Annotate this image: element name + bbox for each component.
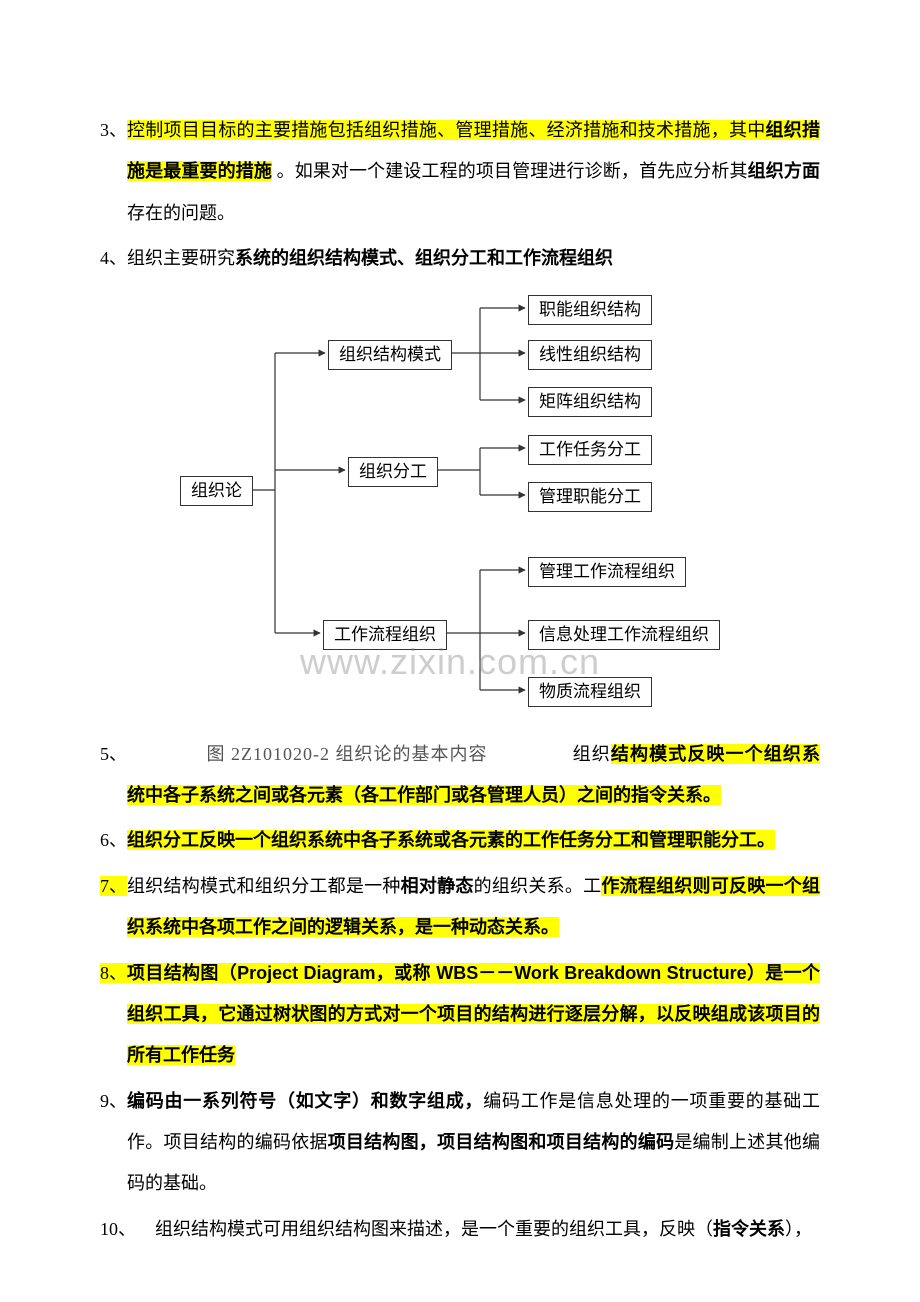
item-body: 组织结构模式可用组织结构图来描述，是一个重要的组织工具，反映（指令关系）， — [155, 1209, 820, 1250]
num-hl: 7、 — [100, 876, 127, 896]
node-leaf-a3: 矩阵组织结构 — [528, 387, 652, 417]
num-hl: 8、 — [100, 963, 127, 983]
item-body: 组织分工反映一个组织系统中各子系统或各元素的工作任务分工和管理职能分工。 — [127, 820, 820, 861]
node-leaf-c1: 管理工作流程组织 — [528, 557, 686, 587]
text: ）， — [785, 1219, 812, 1239]
text-bold: 编码由一系列符号（如文字）和数字组成， — [127, 1091, 483, 1111]
node-leaf-b1: 工作任务分工 — [528, 435, 652, 465]
item-number: 9、 — [100, 1081, 127, 1205]
item-number: 7、 — [100, 866, 127, 949]
text: 存在的问题。 — [127, 203, 235, 223]
node-leaf-c3: 物质流程组织 — [528, 677, 652, 707]
item-body: 控制项目目标的主要措施包括组织措施、管理措施、经济措施和技术措施，其中组织措施是… — [127, 110, 820, 234]
item-number: 3、 — [100, 110, 127, 234]
node-leaf-a1: 职能组织结构 — [528, 295, 652, 325]
list-item-4: 4、 组织主要研究系统的组织结构模式、组织分工和工作流程组织 — [100, 238, 820, 279]
node-mid-c: 工作流程组织 — [323, 620, 447, 650]
text-bold: 组织方面 — [748, 161, 820, 181]
item-body: 组织结构模式和组织分工都是一种相对静态的组织关系。工作流程组织则可反映一个组织系… — [127, 866, 820, 949]
text: 组织结构模式可用组织结构图来描述，是一个重要的组织工具，反映（ — [155, 1219, 713, 1239]
text-bold: 指令关系 — [713, 1219, 785, 1239]
text-hl-bold: 组织分工反映一个组织系统中各子系统或各元素的工作任务分工和管理职能分工。 — [127, 830, 775, 850]
diagram-caption: 图 2Z101020-2 组织论的基本内容 — [127, 734, 567, 775]
text-bold: 项目结构图，项目结构图和项目结构的编码 — [328, 1132, 675, 1152]
text: 组织结构模式和组织分工都是一种 — [127, 876, 401, 896]
text-hl-bold: 项目结构图（Project Diagram，或称 WBS－－Work Break… — [127, 963, 820, 1066]
list-item-10: 10、 组织结构模式可用组织结构图来描述，是一个重要的组织工具，反映（指令关系）… — [100, 1209, 820, 1250]
item-body: 图 2Z101020-2 组织论的基本内容 组织结构模式反映一个组织系统中各子系… — [127, 734, 820, 817]
item-number: 6、 — [100, 820, 127, 861]
list-item-7: 7、 组织结构模式和组织分工都是一种相对静态的组织关系。工作流程组织则可反映一个… — [100, 866, 820, 949]
list-item-5: 5、 图 2Z101020-2 组织论的基本内容 组织结构模式反映一个组织系统中… — [100, 734, 820, 817]
node-leaf-b2: 管理职能分工 — [528, 482, 652, 512]
list-item-6: 6、 组织分工反映一个组织系统中各子系统或各元素的工作任务分工和管理职能分工。 — [100, 820, 820, 861]
item-body: 组织主要研究系统的组织结构模式、组织分工和工作流程组织 — [127, 238, 820, 279]
text: 组织主要研究 — [127, 248, 235, 268]
list-item-9: 9、 编码由一系列符号（如文字）和数字组成，编码工作是信息处理的一项重要的基础工… — [100, 1081, 820, 1205]
org-diagram: 组织论 组织结构模式 组织分工 工作流程组织 职能组织结构 线性组织结构 矩阵组… — [180, 290, 740, 730]
text: 的组织关系。工 — [474, 876, 602, 896]
text-bold: 系统的组织结构模式、组织分工和工作流程组织 — [235, 248, 613, 268]
text-bold: 相对静态 — [401, 876, 474, 896]
list-item-3: 3、 控制项目目标的主要措施包括组织措施、管理措施、经济措施和技术措施，其中组织… — [100, 110, 820, 234]
item-number: 8、 — [100, 953, 127, 1077]
node-root: 组织论 — [180, 476, 253, 506]
text-hl: 控制项目目标的主要措施包括组织措施、管理措施、经济措施和技术措施，其中 — [127, 120, 766, 140]
item-body: 编码由一系列符号（如文字）和数字组成，编码工作是信息处理的一项重要的基础工作。项… — [127, 1081, 820, 1205]
text: 。如果对一个建设工程的项目管理进行诊断，首先应分析其 — [272, 161, 748, 181]
node-leaf-c2: 信息处理工作流程组织 — [528, 620, 720, 650]
text: 组织 — [573, 744, 611, 764]
item-number: 10、 — [100, 1209, 155, 1250]
diagram-connectors — [180, 290, 740, 730]
item-number: 5、 — [100, 734, 127, 817]
node-mid-a: 组织结构模式 — [328, 340, 452, 370]
item-number: 4、 — [100, 238, 127, 279]
diagram-container: 组织论 组织结构模式 组织分工 工作流程组织 职能组织结构 线性组织结构 矩阵组… — [100, 290, 820, 730]
node-leaf-a2: 线性组织结构 — [528, 340, 652, 370]
item-body: 项目结构图（Project Diagram，或称 WBS－－Work Break… — [127, 953, 820, 1077]
list-item-8: 8、 项目结构图（Project Diagram，或称 WBS－－Work Br… — [100, 953, 820, 1077]
node-mid-b: 组织分工 — [348, 457, 438, 487]
